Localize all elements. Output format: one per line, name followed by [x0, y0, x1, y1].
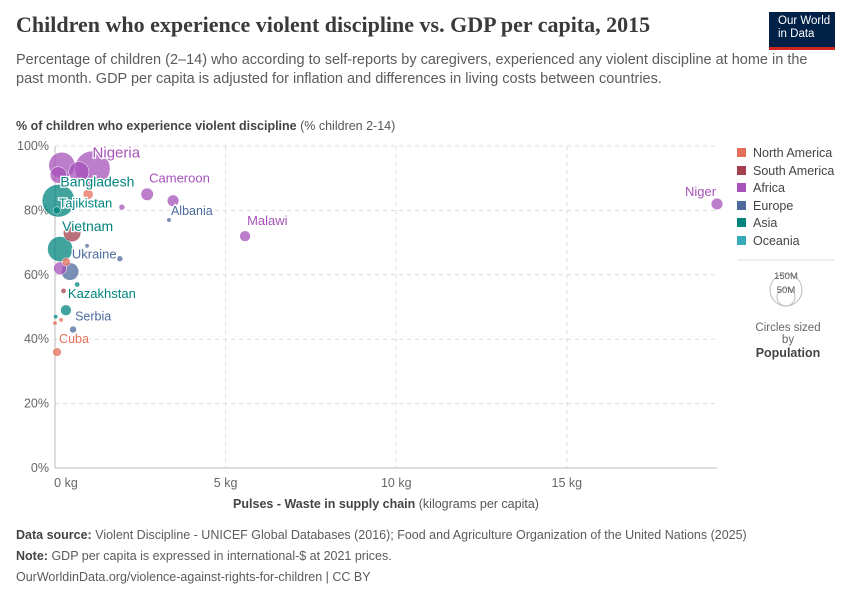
size-legend-big-label: 150M	[774, 271, 798, 282]
legend-item[interactable]: Africa	[737, 181, 785, 195]
size-legend-small-label: 50M	[777, 285, 796, 296]
data-point	[710, 197, 724, 211]
source-url[interactable]: OurWorldinData.org/violence-against-righ…	[16, 570, 371, 584]
data-point	[52, 206, 61, 215]
x-tick-label: 15 kg	[552, 476, 583, 490]
x-tick-label: 5 kg	[214, 476, 238, 490]
data-point	[41, 184, 75, 218]
legend-swatch	[737, 200, 746, 210]
legend-item[interactable]: South America	[737, 164, 834, 178]
x-tick-label: 0 kg	[54, 476, 78, 490]
owid-logo[interactable]: Our World in Data	[769, 12, 835, 50]
data-point	[69, 325, 77, 334]
x-axis-label: Pulses - Waste in supply chain (kilogram…	[233, 497, 539, 511]
legend-label: Europe	[753, 198, 794, 213]
x-tick-label: 10 kg	[381, 476, 412, 490]
data-point	[61, 257, 71, 267]
y-axis-label: % of children who experience violent dis…	[16, 119, 396, 133]
chart-title: Children who experience violent discipli…	[16, 12, 651, 37]
legend-label: Africa	[753, 181, 785, 195]
y-tick-label: 60%	[24, 268, 49, 282]
point-label: Ukraine	[72, 247, 117, 262]
legend-item[interactable]: Europe	[737, 199, 793, 213]
data-point	[60, 304, 72, 316]
point-label: Vietnam	[62, 218, 113, 234]
y-tick-label: 0%	[31, 461, 49, 475]
data-point	[140, 187, 154, 201]
point-label: Tajikistan	[59, 195, 112, 210]
point-label: Serbia	[75, 310, 111, 324]
legend-item[interactable]: Oceania	[737, 234, 800, 248]
data-point	[84, 243, 90, 249]
point-label: Cameroon	[149, 170, 210, 185]
data-point	[52, 347, 62, 357]
y-tick-label: 80%	[24, 203, 49, 217]
y-tick-label: 40%	[24, 332, 49, 346]
legend-label: Oceania	[753, 233, 800, 248]
data-point	[116, 255, 124, 262]
point-label: Malawi	[247, 213, 288, 228]
legend-swatch	[737, 183, 746, 192]
legend-label: South America	[753, 163, 835, 178]
note: Note: GDP per capita is expressed in int…	[16, 549, 392, 563]
legend-label: North America	[753, 146, 833, 160]
legend-swatch	[737, 235, 746, 245]
point-label: Nigeria	[93, 145, 141, 162]
data-point	[49, 166, 67, 184]
data-point	[68, 161, 90, 183]
chart-subtitle: Percentage of children (2–14) who accord…	[16, 52, 808, 87]
legend-item[interactable]: North America	[737, 146, 832, 160]
point-label: Kazakhstan	[68, 286, 136, 301]
data-point	[53, 314, 59, 320]
data-point	[118, 204, 126, 211]
data-source: Data source: Violent Discipline - UNICEF…	[16, 528, 747, 542]
data-point	[60, 288, 67, 294]
legend-swatch	[737, 218, 746, 227]
legend-item[interactable]: Asia	[737, 216, 777, 230]
y-tick-label: 100%	[17, 139, 49, 153]
point-label: Cuba	[59, 332, 89, 346]
data-point	[166, 194, 180, 207]
legend-label: Asia	[753, 216, 778, 230]
point-label: Niger	[685, 184, 717, 199]
y-tick-label: 20%	[24, 397, 49, 411]
legend-swatch	[737, 165, 746, 175]
point-label: Bangladesh	[60, 174, 134, 190]
data-point	[239, 230, 251, 242]
point-label: Albania	[171, 204, 213, 218]
size-legend-caption: Circles sized by Population	[755, 322, 821, 360]
data-point	[63, 223, 82, 242]
data-point	[58, 317, 64, 323]
data-point	[166, 217, 172, 223]
size-legend-circle-small	[776, 287, 796, 307]
data-point	[52, 320, 58, 326]
data-point	[82, 188, 94, 200]
legend-swatch	[737, 148, 746, 157]
data-point	[74, 281, 81, 288]
